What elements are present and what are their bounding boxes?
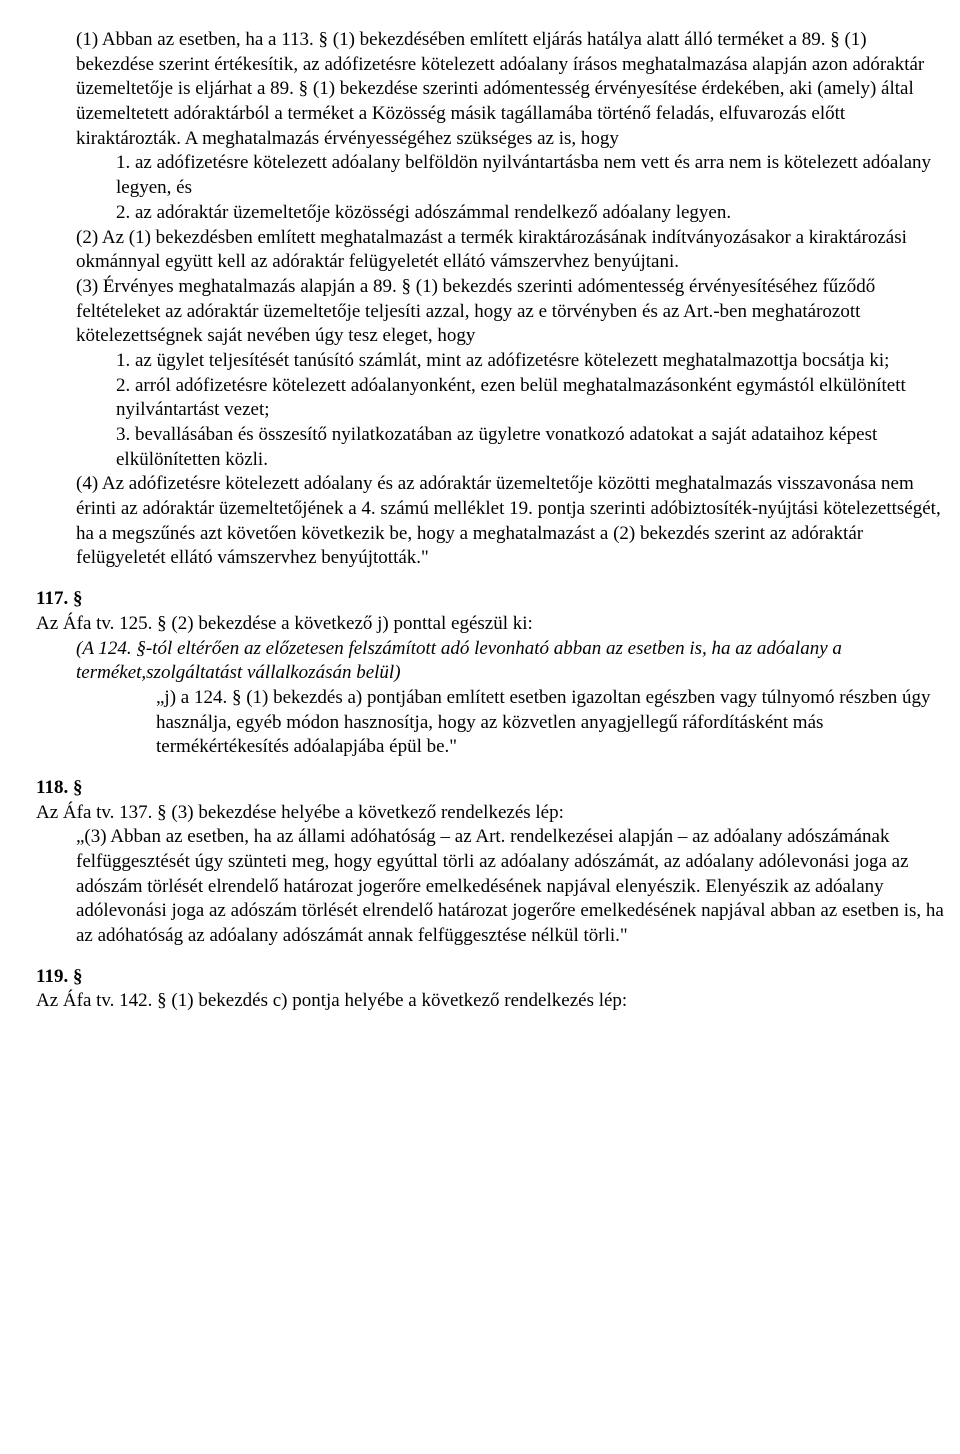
sec117-italic: (A 124. §-tól eltérően az előzetesen fel…	[76, 637, 948, 686]
sec116-p1-1: 1. az adófizetésre kötelezett adóalany b…	[116, 151, 948, 200]
sec116-p3-2: 2. arról adófizetésre kötelezett adóalan…	[116, 374, 948, 423]
sec116-p2: (2) Az (1) bekezdésben említett meghatal…	[76, 226, 948, 275]
sec116-p3-3: 3. bevallásában és összesítő nyilatkozat…	[116, 423, 948, 472]
sec116-p1-2: 2. az adóraktár üzemeltetője közösségi a…	[116, 201, 948, 226]
sec116-p3: (3) Érvényes meghatalmazás alapján a 89.…	[76, 275, 948, 349]
sec119-intro: Az Áfa tv. 142. § (1) bekezdés c) pontja…	[36, 989, 948, 1014]
sec117-quote: „j) a 124. § (1) bekezdés a) pontjában e…	[156, 686, 948, 760]
sec116-p4: (4) Az adófizetésre kötelezett adóalany …	[76, 472, 948, 571]
sec117-intro: Az Áfa tv. 125. § (2) bekezdése a követk…	[36, 612, 948, 637]
sec119-head: 119. §	[36, 965, 948, 990]
sec118-intro: Az Áfa tv. 137. § (3) bekezdése helyébe …	[36, 801, 948, 826]
sec117-head: 117. §	[36, 587, 948, 612]
sec116-p3-1: 1. az ügylet teljesítését tanúsító száml…	[116, 349, 948, 374]
sec116-p1: (1) Abban az esetben, ha a 113. § (1) be…	[76, 28, 948, 151]
sec118-head: 118. §	[36, 776, 948, 801]
sec118-quote: „(3) Abban az esetben, ha az állami adóh…	[76, 825, 948, 948]
